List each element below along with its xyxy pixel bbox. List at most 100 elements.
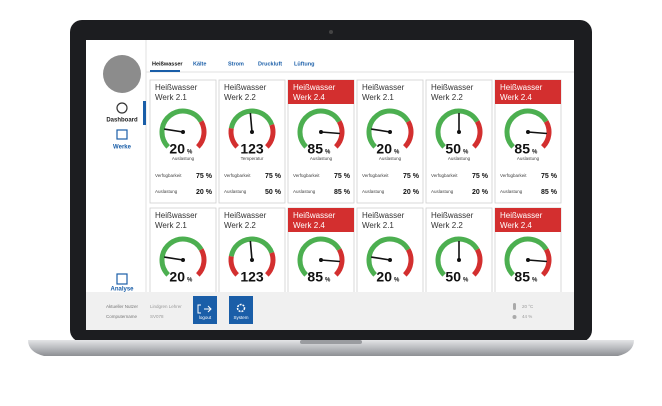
nav-item[interactable]: Analyse [110, 287, 134, 293]
metric-label: Verfügbarkeit [431, 173, 458, 178]
gauge-arc [228, 108, 275, 129]
gauge-label: Auslastung [379, 156, 402, 161]
gear-icon [236, 303, 246, 313]
card-title: Heißwasser [500, 211, 543, 220]
card-subtitle: Werk 2.1 [155, 221, 187, 230]
gauge-hub [388, 258, 392, 262]
metric-value: 85 % [334, 189, 351, 196]
gauge-arc [402, 120, 414, 149]
gauge-unit: % [187, 150, 193, 156]
metric-label: Auslastung [362, 189, 385, 194]
metric-label: Verfügbarkeit [224, 173, 251, 178]
card [149, 79, 217, 204]
card-subtitle: Werk 2.1 [362, 93, 394, 102]
analyse-icon [116, 273, 128, 285]
gauge-arc [540, 248, 552, 277]
footer-value: SV078 [150, 314, 164, 319]
gauge-value: 123 [240, 269, 264, 285]
card-title: Heißwasser [431, 83, 474, 92]
card-subtitle: Werk 2.4 [293, 221, 325, 230]
gauge-arc [297, 236, 342, 277]
metric-value: 75 % [403, 173, 420, 180]
gauge-arc [264, 123, 276, 149]
gauge-arc [504, 108, 549, 149]
gauge-value: 123 [240, 141, 264, 157]
gauge-unit: % [325, 150, 331, 156]
gauge-needle [249, 241, 253, 261]
gauge-hub [526, 130, 530, 134]
tab[interactable]: Lüftung [294, 61, 314, 67]
gauge-arc [159, 108, 204, 149]
gauge-arc [228, 236, 275, 257]
gauge-unit: % [394, 278, 400, 284]
button-label: logout [199, 315, 212, 320]
metric-label: Auslastung [293, 189, 316, 194]
gauge-label: Auslastung [310, 156, 333, 161]
gauge-arc [297, 108, 342, 149]
card-title: Heißwasser [362, 83, 405, 92]
active-indicator [143, 101, 146, 125]
gauge-unit: % [394, 150, 400, 156]
gauge-arc [264, 251, 276, 277]
gauge-arc [333, 248, 345, 277]
gauge-unit: % [463, 150, 469, 156]
gauge-value: 20 [169, 269, 185, 285]
footer-left [86, 292, 146, 330]
gauge-unit: % [187, 278, 193, 284]
card-header-alert [495, 80, 561, 104]
card-subtitle: Werk 2.2 [224, 221, 256, 230]
card-subtitle: Werk 2.4 [500, 221, 532, 230]
gauge-needle [320, 131, 341, 135]
gauge-hub [457, 130, 461, 134]
gauge-arc [471, 248, 483, 277]
metric-label: Auslastung [155, 189, 178, 194]
nav-item[interactable]: Werke [113, 145, 132, 151]
card-subtitle: Werk 2.2 [431, 93, 463, 102]
card-subtitle: Werk 2.4 [293, 93, 325, 102]
gauge-value: 85 [307, 141, 323, 157]
metric-value: 75 % [196, 173, 213, 180]
avatar [103, 55, 141, 93]
card-title: Heißwasser [362, 211, 405, 220]
system-button[interactable] [229, 296, 253, 324]
tab-underline [150, 70, 180, 72]
card-title: Heißwasser [500, 83, 543, 92]
footer [146, 292, 574, 330]
gauge-unit: % [532, 150, 538, 156]
gauge-label: Temperatur [241, 156, 264, 161]
temperature: 20 °C [522, 304, 534, 309]
gauge-arc [159, 236, 204, 277]
metric-value: 75 % [472, 173, 489, 180]
gauge-label: Auslastung [517, 156, 540, 161]
card-title: Heißwasser [293, 83, 336, 92]
card-title: Heißwasser [224, 211, 267, 220]
metric-value: 75 % [334, 173, 351, 180]
gauge-hub [181, 258, 185, 262]
gauge-arc [366, 108, 411, 149]
nav-item[interactable]: Dashboard [106, 118, 138, 124]
footer-label: Computername [106, 314, 138, 319]
gauge-arc [402, 248, 414, 277]
tab[interactable]: Druckluft [258, 61, 282, 67]
footer-value: Lindgren Lehrer [150, 304, 182, 309]
gauge-hub [457, 258, 461, 262]
gauge-arc [435, 108, 480, 149]
gauge-arc [504, 236, 549, 277]
button-label: System [233, 315, 248, 320]
card-title: Heißwasser [155, 211, 198, 220]
gauge-value: 85 [514, 141, 530, 157]
gauge-arc [228, 127, 240, 149]
metric-value: 75 % [541, 173, 558, 180]
tab[interactable]: Heißwasser [152, 61, 183, 67]
metric-label: Verfügbarkeit [362, 173, 389, 178]
tab[interactable]: Kälte [193, 61, 206, 67]
logout-button[interactable] [193, 296, 217, 324]
gauge-value: 85 [514, 269, 530, 285]
card-subtitle: Werk 2.4 [500, 93, 532, 102]
gauge-arc [471, 120, 483, 149]
drop-icon [512, 315, 517, 319]
gauge-needle [527, 259, 548, 263]
card [356, 207, 424, 292]
tab[interactable]: Strom [228, 61, 244, 67]
